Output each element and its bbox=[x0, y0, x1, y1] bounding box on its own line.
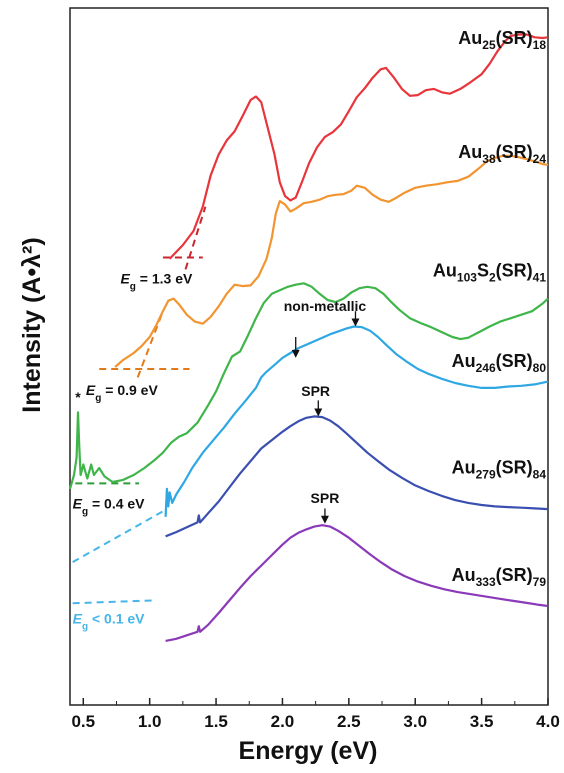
x-tick-label: 0.5 bbox=[71, 712, 95, 731]
x-axis-label: Energy (eV) bbox=[239, 737, 378, 765]
series-label-0: Au25(SR)18 bbox=[458, 28, 546, 52]
asterisk-marker: * bbox=[75, 389, 81, 405]
plot-border bbox=[69, 7, 549, 706]
eg-label: Eg < 0.1 eV bbox=[73, 610, 146, 632]
eg-label: Eg = 0.4 eV bbox=[73, 495, 146, 517]
plot-frame bbox=[69, 7, 549, 706]
series-line-4 bbox=[165, 415, 549, 538]
arrow-head bbox=[351, 318, 360, 327]
series-line-2 bbox=[68, 282, 549, 490]
series-line-1 bbox=[114, 154, 549, 368]
annotation-0: non-metallic bbox=[284, 298, 367, 358]
arrow-head bbox=[314, 408, 323, 417]
eg-baseline bbox=[72, 599, 153, 605]
series-line-5 bbox=[165, 524, 549, 642]
series-label-1: Au38(SR)24 bbox=[458, 142, 546, 166]
eg-guide-0: Eg = 1.3 eV bbox=[120, 206, 207, 292]
x-axis-ticks: 0.5 1.0 1.5 2.0 2.5 3.0 3.5 4.0 bbox=[71, 698, 560, 731]
x-tick-label: 1.5 bbox=[204, 712, 228, 731]
x-tick-label: 2.5 bbox=[337, 712, 361, 731]
annotation-text: SPR bbox=[301, 383, 330, 399]
arrow-head bbox=[320, 515, 329, 524]
eg-guide-3: Eg < 0.1 eV bbox=[72, 508, 167, 632]
eg-label: Eg = 1.3 eV bbox=[120, 270, 193, 292]
x-tick-label: 4.0 bbox=[536, 712, 560, 731]
series-lines bbox=[68, 33, 549, 642]
annotation-2: SPR bbox=[311, 490, 340, 524]
annotation-text: SPR bbox=[311, 490, 340, 506]
series-line-0 bbox=[168, 33, 549, 260]
series-line-3 bbox=[164, 325, 549, 517]
annotation-1: SPR bbox=[301, 383, 330, 417]
eg-guide-2: Eg = 0.4 eV bbox=[73, 482, 146, 517]
series-label-2: Au103S2(SR)41 bbox=[433, 260, 546, 284]
arrow-head bbox=[291, 349, 300, 358]
bandgap-extrapolation-lines: Eg = 1.3 eV Eg = 0.9 eV Eg = 0.4 eV Eg < 0.… bbox=[72, 206, 207, 632]
series-label-3: Au246(SR)80 bbox=[452, 351, 547, 375]
x-tick-label: 3.0 bbox=[403, 712, 427, 731]
series-labels: Au25(SR)18 Au38(SR)24 Au103S2(SR)41 Au246(S… bbox=[433, 28, 546, 589]
eg-tangent bbox=[184, 206, 207, 270]
series-label-5: Au333(SR)79 bbox=[452, 565, 547, 589]
y-axis-label: Intensity (A•λ²) bbox=[18, 237, 46, 412]
x-tick-label: 1.0 bbox=[138, 712, 162, 731]
eg-label: Eg = 0.9 eV bbox=[86, 382, 159, 404]
eg-tangent bbox=[72, 508, 167, 563]
eg-guide-1: Eg = 0.9 eV bbox=[86, 314, 190, 404]
annotation-3: * bbox=[75, 389, 81, 405]
x-tick-label: 2.0 bbox=[271, 712, 295, 731]
series-label-4: Au279(SR)84 bbox=[452, 458, 547, 482]
annotation-text: non-metallic bbox=[284, 298, 367, 314]
annotations: non-metallic SPR SPR * bbox=[75, 298, 366, 524]
x-tick-label: 3.5 bbox=[470, 712, 494, 731]
